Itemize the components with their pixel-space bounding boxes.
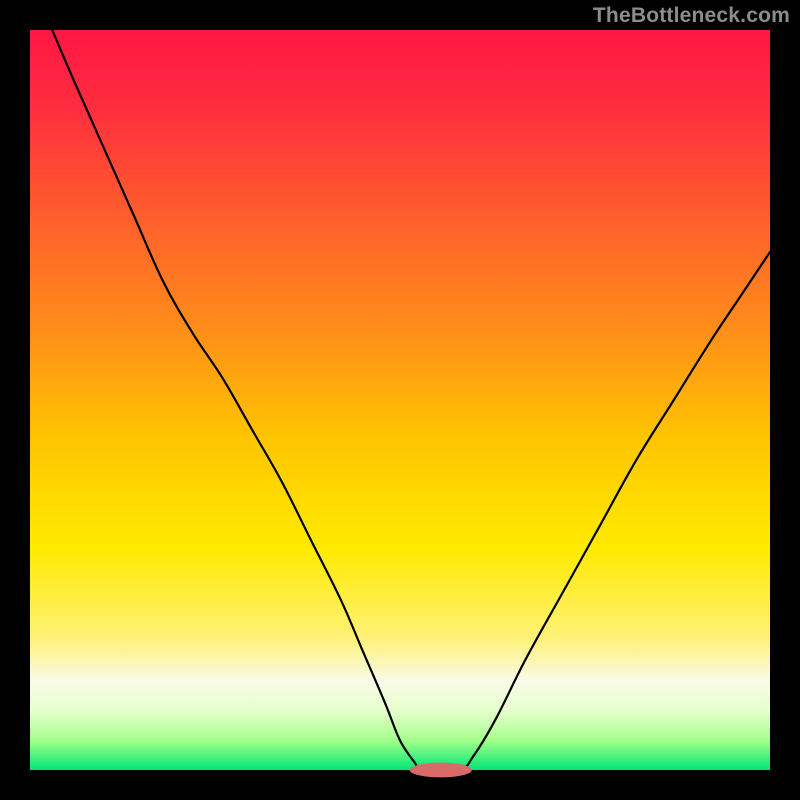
bottleneck-chart — [0, 0, 800, 800]
optimal-marker — [410, 763, 472, 778]
watermark-label: TheBottleneck.com — [593, 4, 790, 28]
plot-background — [30, 30, 770, 770]
chart-frame: TheBottleneck.com — [0, 0, 800, 800]
